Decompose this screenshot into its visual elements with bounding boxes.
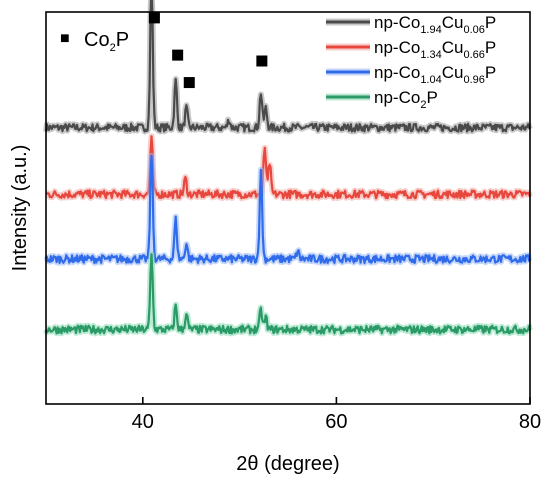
peak-marker-3 xyxy=(256,55,268,67)
series-line-2 xyxy=(45,154,531,264)
legend-label-1: np-Co1.34Cu0.66P xyxy=(374,38,496,61)
series-line-1 xyxy=(45,135,532,200)
legend-label-2: np-Co1.04Cu0.96P xyxy=(374,63,496,86)
peak-markers xyxy=(148,12,268,89)
series-line-0 xyxy=(44,0,531,133)
legend-label-3: np-Co2P xyxy=(374,88,438,111)
series-glow-1 xyxy=(44,133,533,202)
series-line-3 xyxy=(44,253,532,335)
series-legend: np-Co1.94Cu0.06Pnp-Co1.34Cu0.66Pnp-Co1.0… xyxy=(326,13,496,111)
peak-marker-1 xyxy=(172,49,184,61)
y-axis-title: Intensity (a.u.) xyxy=(9,145,31,272)
peak-marker-2 xyxy=(183,77,195,89)
x-tick-label-60: 60 xyxy=(325,411,347,433)
peak-marker-0 xyxy=(148,12,160,24)
x-tick-label-40: 40 xyxy=(132,411,154,433)
marker-legend: ■ Co2P xyxy=(60,29,129,54)
series-layer xyxy=(43,0,533,337)
series-glow-2 xyxy=(43,152,533,266)
x-tick-label-80: 80 xyxy=(519,411,541,433)
plot-frame xyxy=(45,11,531,405)
marker-legend-label: Co2P xyxy=(84,29,129,54)
legend-label-0: np-Co1.94Cu0.06P xyxy=(374,13,496,36)
x-axis-title: 2θ (degree) xyxy=(236,453,339,475)
series-glow-3 xyxy=(43,251,533,337)
marker-legend-symbol: ■ xyxy=(60,30,70,47)
x-ticks: 40 60 80 xyxy=(132,397,541,433)
